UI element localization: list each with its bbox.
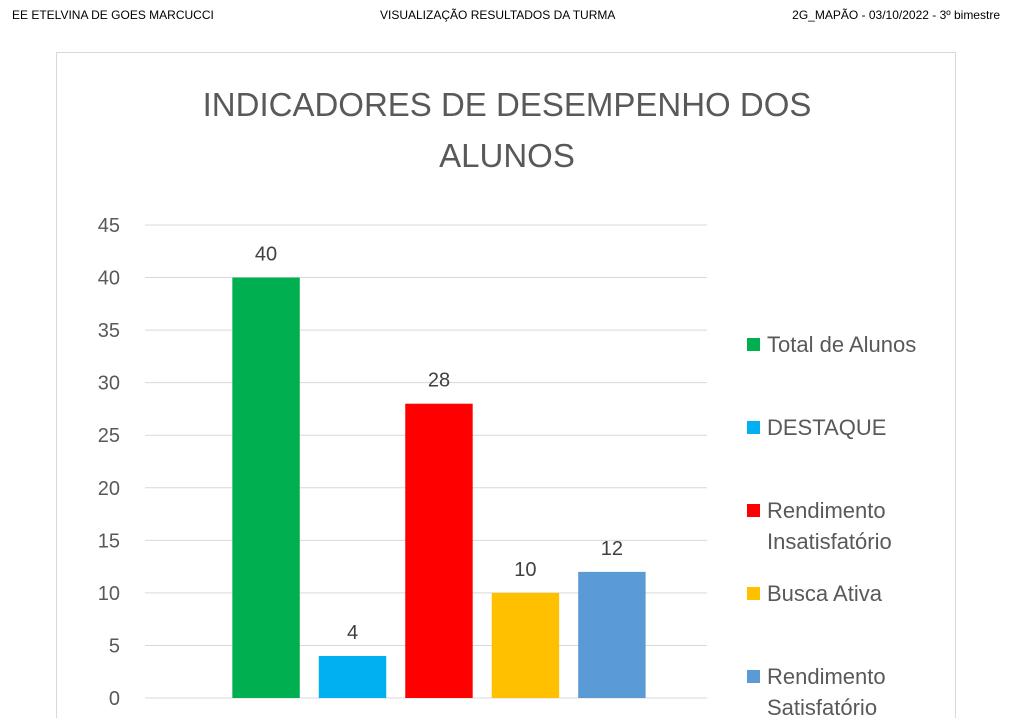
data-label: 4 [347, 622, 358, 644]
bar [491, 592, 560, 698]
data-label: 40 [255, 244, 277, 266]
legend-label: Total de Alunos [767, 332, 916, 357]
bar-chart: INDICADORES DE DESEMPENHO DOS ALUNOS 0 5 10 1… [98, 86, 916, 718]
legend-label: Rendimento [767, 664, 886, 689]
data-label: 10 [514, 559, 536, 581]
legend-label: Rendimento [767, 498, 886, 523]
y-tick-label: 15 [98, 530, 120, 552]
legend-swatch [747, 504, 760, 517]
y-tick-label: 30 [98, 373, 120, 395]
legend-label: Insatisfatório [767, 529, 892, 554]
chart-frame: INDICADORES DE DESEMPENHO DOS ALUNOS 0 5 10 1… [56, 52, 956, 718]
y-tick-label: 5 [109, 635, 120, 657]
legend-label: DESTAQUE [767, 415, 886, 440]
legend-label: Busca Ativa [767, 581, 883, 606]
chart-title-line: ALUNOS [439, 137, 575, 174]
legend-swatch [747, 338, 760, 351]
data-label: 12 [601, 538, 623, 560]
report-title: VISUALIZAÇÃO RESULTADOS DA TURMA [380, 8, 616, 22]
bar [578, 571, 646, 698]
y-tick-label: 25 [98, 425, 120, 447]
y-tick-label: 35 [98, 320, 120, 342]
bar [318, 655, 387, 698]
legend-swatch [747, 421, 760, 434]
legend-label: Satisfatório [767, 695, 877, 718]
bar [232, 277, 300, 698]
school-name: EE ETELVINA DE GOES MARCUCCI [12, 8, 214, 22]
bar [405, 403, 473, 698]
chart-title-line: INDICADORES DE DESEMPENHO DOS [203, 86, 812, 123]
y-tick-label: 20 [98, 478, 120, 500]
legend-swatch [747, 670, 760, 683]
report-info: 2G_MAPÃO - 03/10/2022 - 3º bimestre [792, 8, 1000, 22]
y-tick-label: 45 [98, 215, 120, 237]
y-tick-label: 10 [98, 583, 120, 605]
data-label: 28 [428, 370, 450, 392]
legend-swatch [747, 587, 760, 600]
y-tick-label: 0 [109, 688, 120, 710]
y-tick-label: 40 [98, 268, 120, 290]
